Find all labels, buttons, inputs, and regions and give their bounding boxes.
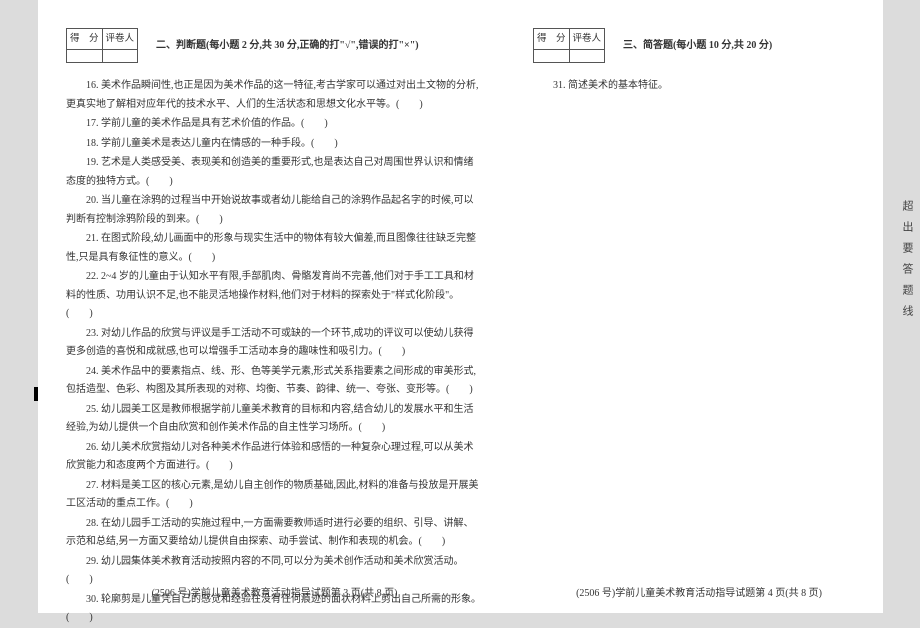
page-3: 得 分评卷人 二、判断题(每小题 2 分,共 30 分,正确的打"√",错误的打…	[38, 0, 503, 613]
section3-header: 得 分评卷人 三、简答题(每小题 10 分,共 20 分)	[533, 28, 863, 63]
q25: 25. 幼儿园美工区是教师根据学前儿童美术教育的目标和内容,结合幼儿的发展水平和…	[66, 401, 483, 438]
page-4: 得 分评卷人 三、简答题(每小题 10 分,共 20 分) 31. 简述美术的基…	[503, 0, 883, 613]
section3-title: 三、简答题(每小题 10 分,共 20 分)	[623, 36, 772, 55]
reviewer-label: 评卷人	[102, 29, 138, 50]
section2-header: 得 分评卷人 二、判断题(每小题 2 分,共 30 分,正确的打"√",错误的打…	[66, 28, 483, 63]
q26: 26. 幼儿美术欣赏指幼儿对各种美术作品进行体验和感悟的一种复杂心理过程,可以从…	[66, 439, 483, 476]
reviewer-blank	[102, 50, 138, 63]
q16: 16. 美术作品瞬间性,也正是因为美术作品的这一特征,考古学家可以通过对出土文物…	[66, 77, 483, 114]
q23: 23. 对幼儿作品的欣赏与评议是手工活动不可或缺的一个环节,成功的评议可以使幼儿…	[66, 325, 483, 362]
q21: 21. 在图式阶段,幼儿画面中的形象与现实生活中的物体有较大偏差,而且图像往往缺…	[66, 230, 483, 267]
score-box-section3: 得 分评卷人	[533, 28, 605, 63]
q24: 24. 美术作品中的要素指点、线、形、色等美学元素,形式关系指要素之间形成的审美…	[66, 363, 483, 400]
score-label: 得 分	[534, 29, 570, 50]
q31: 31. 简述美术的基本特征。	[533, 77, 863, 96]
section2-title: 二、判断题(每小题 2 分,共 30 分,正确的打"√",错误的打"×")	[156, 36, 419, 55]
q22: 22. 2~4 岁的儿童由于认知水平有限,手部肌肉、骨骼发育尚不完善,他们对于手…	[66, 268, 483, 324]
score-blank	[67, 50, 103, 63]
score-box-section2: 得 分评卷人	[66, 28, 138, 63]
side-cut-line-text: 超出要答题线	[899, 200, 915, 326]
reviewer-label: 评卷人	[569, 29, 605, 50]
reviewer-blank	[569, 50, 605, 63]
score-label: 得 分	[67, 29, 103, 50]
q27: 27. 材料是美工区的核心元素,是幼儿自主创作的物质基础,因此,材料的准备与投放…	[66, 477, 483, 514]
footer-page3: (2506 号)学前儿童美术教育活动指导试题第 3 页(共 8 页)	[66, 584, 483, 603]
q17: 17. 学前儿童的美术作品是具有艺术价值的作品。( )	[66, 115, 483, 134]
q19: 19. 艺术是人类感受美、表现美和创造美的重要形式,也是表达自己对周围世界认识和…	[66, 154, 483, 191]
q28: 28. 在幼儿园手工活动的实施过程中,一方面需要教师适时进行必要的组织、引导、讲…	[66, 515, 483, 552]
score-blank	[534, 50, 570, 63]
footer-page4: (2506 号)学前儿童美术教育活动指导试题第 4 页(共 8 页)	[533, 584, 865, 603]
q20: 20. 当儿童在涂鸦的过程当中开始说故事或者幼儿能给自己的涂鸦作品起名字的时候,…	[66, 192, 483, 229]
q18: 18. 学前儿童美术是表达儿童内在情感的一种手段。( )	[66, 135, 483, 154]
